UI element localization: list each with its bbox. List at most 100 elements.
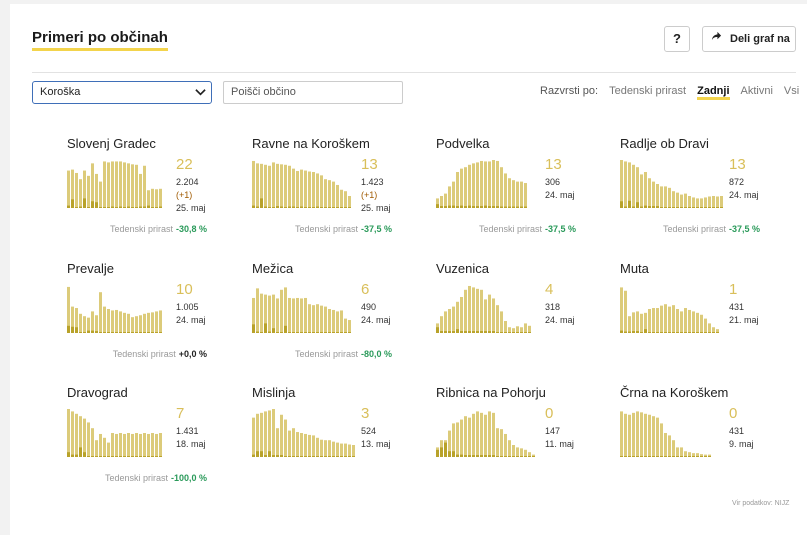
last-date: 18. maj	[176, 439, 206, 449]
bar	[264, 164, 267, 208]
bar-highlight	[115, 456, 118, 457]
municipality-panel[interactable]: Ribnica na Pohorju 0 147 11. maj	[436, 385, 616, 500]
bar	[448, 186, 451, 208]
bar-highlight	[456, 454, 459, 457]
bar-highlight	[99, 207, 102, 208]
bar	[452, 423, 455, 457]
bar-highlight	[147, 205, 150, 208]
bar	[640, 174, 643, 208]
bar-highlight	[500, 206, 503, 208]
bar	[292, 298, 295, 333]
municipality-panel[interactable]: Radlje ob Dravi 13 872 24. maj Tedenski prir…	[620, 136, 800, 251]
total-delta: (+1)	[176, 190, 193, 200]
bar	[636, 167, 639, 208]
municipality-panel[interactable]: Mislinja 3 524 13. maj	[252, 385, 432, 500]
bar-highlight	[332, 456, 335, 457]
bar-highlight	[676, 207, 679, 208]
bar	[632, 412, 635, 457]
weekly-growth-label: Tedenski prirast	[478, 224, 542, 234]
bar-highlight	[348, 207, 351, 208]
bar	[75, 413, 78, 457]
bar	[640, 412, 643, 457]
bar-highlight	[332, 207, 335, 208]
bar-highlight	[476, 206, 479, 208]
bar	[648, 178, 651, 208]
help-button[interactable]: ?	[664, 26, 690, 52]
chevron-down-icon	[195, 89, 206, 96]
bar	[99, 433, 102, 457]
sort-option-latest[interactable]: Zadnji	[697, 85, 730, 100]
bar	[147, 312, 150, 333]
bar	[660, 305, 663, 333]
bar-highlight	[460, 331, 463, 333]
bar	[624, 413, 627, 457]
bar-highlight	[71, 199, 74, 208]
bar	[652, 181, 655, 208]
municipality-name: Ravne na Koroškem	[252, 136, 370, 151]
bar	[143, 433, 146, 457]
sort-option-active[interactable]: Aktivni	[740, 85, 773, 97]
bar	[456, 301, 459, 333]
municipality-panel[interactable]: Podvelka 13 306 24. maj Tedenski prirast -37,…	[436, 136, 616, 251]
municipality-panel[interactable]: Dravograd 7 1.431 18. maj Tedenski prirast -1…	[67, 385, 247, 500]
bar	[276, 163, 279, 208]
bar	[664, 186, 667, 208]
municipality-panel[interactable]: Prevalje 10 1.005 24. maj Tedenski prirast +0…	[67, 261, 247, 376]
weekly-growth-value: -30,8 %	[175, 224, 207, 234]
bar-highlight	[292, 332, 295, 333]
bar	[672, 305, 675, 333]
bar-highlight	[644, 456, 647, 457]
bar-highlight	[340, 332, 343, 333]
last-date: 9. maj	[729, 439, 754, 449]
bar-highlight	[436, 204, 439, 208]
bar-highlight	[151, 456, 154, 457]
bar-highlight	[636, 331, 639, 333]
bar-highlight	[95, 202, 98, 208]
bar	[516, 326, 519, 333]
bar	[508, 440, 511, 457]
bar	[656, 308, 659, 333]
bar	[468, 164, 471, 208]
bar-highlight	[256, 451, 259, 457]
search-input[interactable]: Poišči občino	[223, 81, 403, 104]
bar-highlight	[260, 332, 263, 333]
bar	[280, 164, 283, 208]
bar-highlight	[656, 456, 659, 457]
bar	[256, 163, 259, 208]
bar-highlight	[71, 326, 74, 333]
bar-highlight	[720, 207, 723, 208]
bar	[504, 433, 507, 457]
bar	[135, 433, 138, 457]
municipality-panel[interactable]: Ravne na Koroškem 13 1.423 (+1) 25. maj Teden…	[252, 136, 432, 251]
share-button[interactable]: Deli graf na	[702, 26, 796, 52]
bar	[684, 308, 687, 333]
sort-option-all[interactable]: Vsi	[783, 85, 800, 97]
bar	[155, 433, 158, 457]
bar-highlight	[440, 331, 443, 333]
bar-highlight	[131, 207, 134, 208]
municipality-panel[interactable]: Vuzenica 4 318 24. maj	[436, 261, 616, 376]
bar	[67, 286, 70, 333]
bar-highlight	[692, 207, 695, 208]
weekly-growth: Tedenski prirast -30,8 %	[110, 224, 207, 234]
sparkline-chart	[252, 287, 351, 333]
bar-highlight	[151, 207, 154, 208]
municipality-panel[interactable]: Mežica 6 490 24. maj Tedenski prirast -80,0 %	[252, 261, 432, 376]
bar-highlight	[460, 454, 463, 457]
bar-highlight	[272, 207, 275, 208]
bar-highlight	[684, 207, 687, 208]
bar	[508, 327, 511, 333]
bar	[700, 454, 703, 457]
weekly-growth-value: -80,0 %	[360, 349, 392, 359]
municipality-panel[interactable]: Slovenj Gradec 22 2.204 (+1) 25. maj Tedenski…	[67, 136, 247, 251]
bar	[472, 413, 475, 457]
bar-highlight	[91, 330, 94, 333]
region-select[interactable]: Koroška	[32, 81, 212, 104]
bar	[476, 288, 479, 333]
municipality-panel[interactable]: Črna na Koroškem 0 431 9. maj	[620, 385, 800, 500]
municipality-panel[interactable]: Muta 1 431 21. maj	[620, 261, 800, 376]
sort-option-weekly[interactable]: Tedenski prirast	[609, 85, 687, 97]
bar	[484, 161, 487, 208]
bar-highlight	[628, 331, 631, 333]
bar-highlight	[660, 332, 663, 333]
